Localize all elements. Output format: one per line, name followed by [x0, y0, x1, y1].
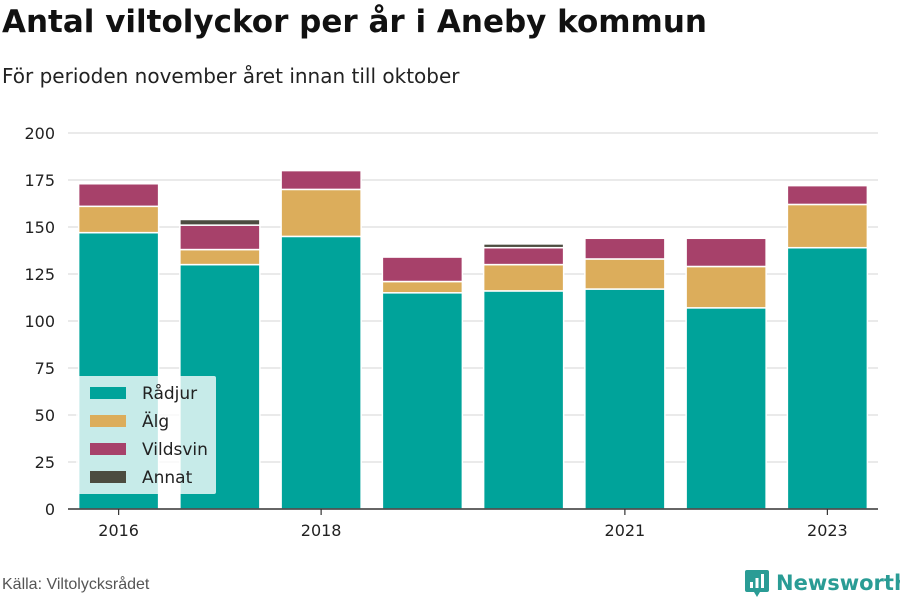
- legend: Rådjur Älg Vildsvin Annat: [76, 376, 216, 494]
- bar-segment: [280, 169, 362, 191]
- x-axis-ticks: 2016 2018 2021 2023: [98, 509, 848, 540]
- y-tick-label: 50: [35, 406, 55, 425]
- bar-segment: [685, 237, 767, 268]
- bar-stack: [280, 169, 362, 510]
- bar-segment: [685, 307, 767, 510]
- legend-label: Annat: [142, 468, 193, 488]
- legend-label: Älg: [142, 411, 169, 432]
- bar-segment: [482, 246, 565, 266]
- bar-segment: [584, 237, 666, 260]
- bar-segment: [685, 265, 767, 309]
- x-tick-label: 2016: [98, 521, 139, 540]
- y-tick-label: 125: [24, 265, 55, 284]
- legend-swatch: [90, 443, 126, 455]
- bar-segment: [381, 280, 464, 294]
- y-tick-label: 100: [24, 312, 55, 331]
- legend-swatch: [90, 415, 126, 427]
- legend-background: [76, 376, 216, 494]
- bar-segment: [786, 184, 869, 206]
- bar-segment: [381, 292, 464, 510]
- bar-segment: [179, 248, 261, 266]
- y-tick-label: 0: [45, 500, 55, 519]
- y-tick-label: 75: [35, 359, 55, 378]
- bar-segment: [786, 203, 869, 249]
- bar-segment: [77, 205, 160, 234]
- bar-segment: [77, 183, 160, 208]
- legend-swatch: [90, 387, 126, 399]
- chart-title: Antal viltolyckor per år i Aneby kommun: [2, 4, 707, 40]
- newsworthy-logo-icon: [745, 570, 769, 597]
- bar-stack: [786, 184, 869, 510]
- brand-logo: Newsworthy: [744, 568, 900, 598]
- source-note: Källa: Viltolycksrådet: [2, 576, 150, 593]
- bar-stack: [381, 256, 464, 510]
- legend-label: Vildsvin: [142, 440, 208, 460]
- bar-segment: [584, 288, 666, 510]
- brand-name: Newsworthy: [776, 571, 900, 595]
- bar-segment: [786, 246, 869, 510]
- legend-swatch: [90, 471, 126, 483]
- y-tick-label: 200: [24, 124, 55, 143]
- x-tick-label: 2023: [807, 521, 848, 540]
- y-tick-label: 25: [35, 453, 55, 472]
- bar-segment: [280, 235, 362, 510]
- x-tick-label: 2018: [301, 521, 342, 540]
- y-axis-tick-labels: 0 25 50 75 100 125 150 175 200: [24, 124, 55, 519]
- bar-segment: [179, 218, 261, 226]
- legend-label: Rådjur: [142, 383, 197, 404]
- bar-segment: [179, 224, 261, 251]
- bar-segment: [584, 258, 666, 290]
- bar-segment: [381, 256, 464, 283]
- chart-subtitle: För perioden november året innan till ok…: [2, 64, 460, 88]
- bar-segment: [482, 243, 565, 249]
- y-tick-label: 175: [24, 171, 55, 190]
- x-tick-label: 2021: [605, 521, 646, 540]
- bar-stack: [482, 243, 565, 510]
- y-tick-label: 150: [24, 218, 55, 237]
- bar-stack: [685, 237, 767, 510]
- bar-segment: [482, 290, 565, 510]
- bar-segment: [482, 263, 565, 292]
- bar-segment: [280, 188, 362, 238]
- bar-stack: [584, 237, 666, 510]
